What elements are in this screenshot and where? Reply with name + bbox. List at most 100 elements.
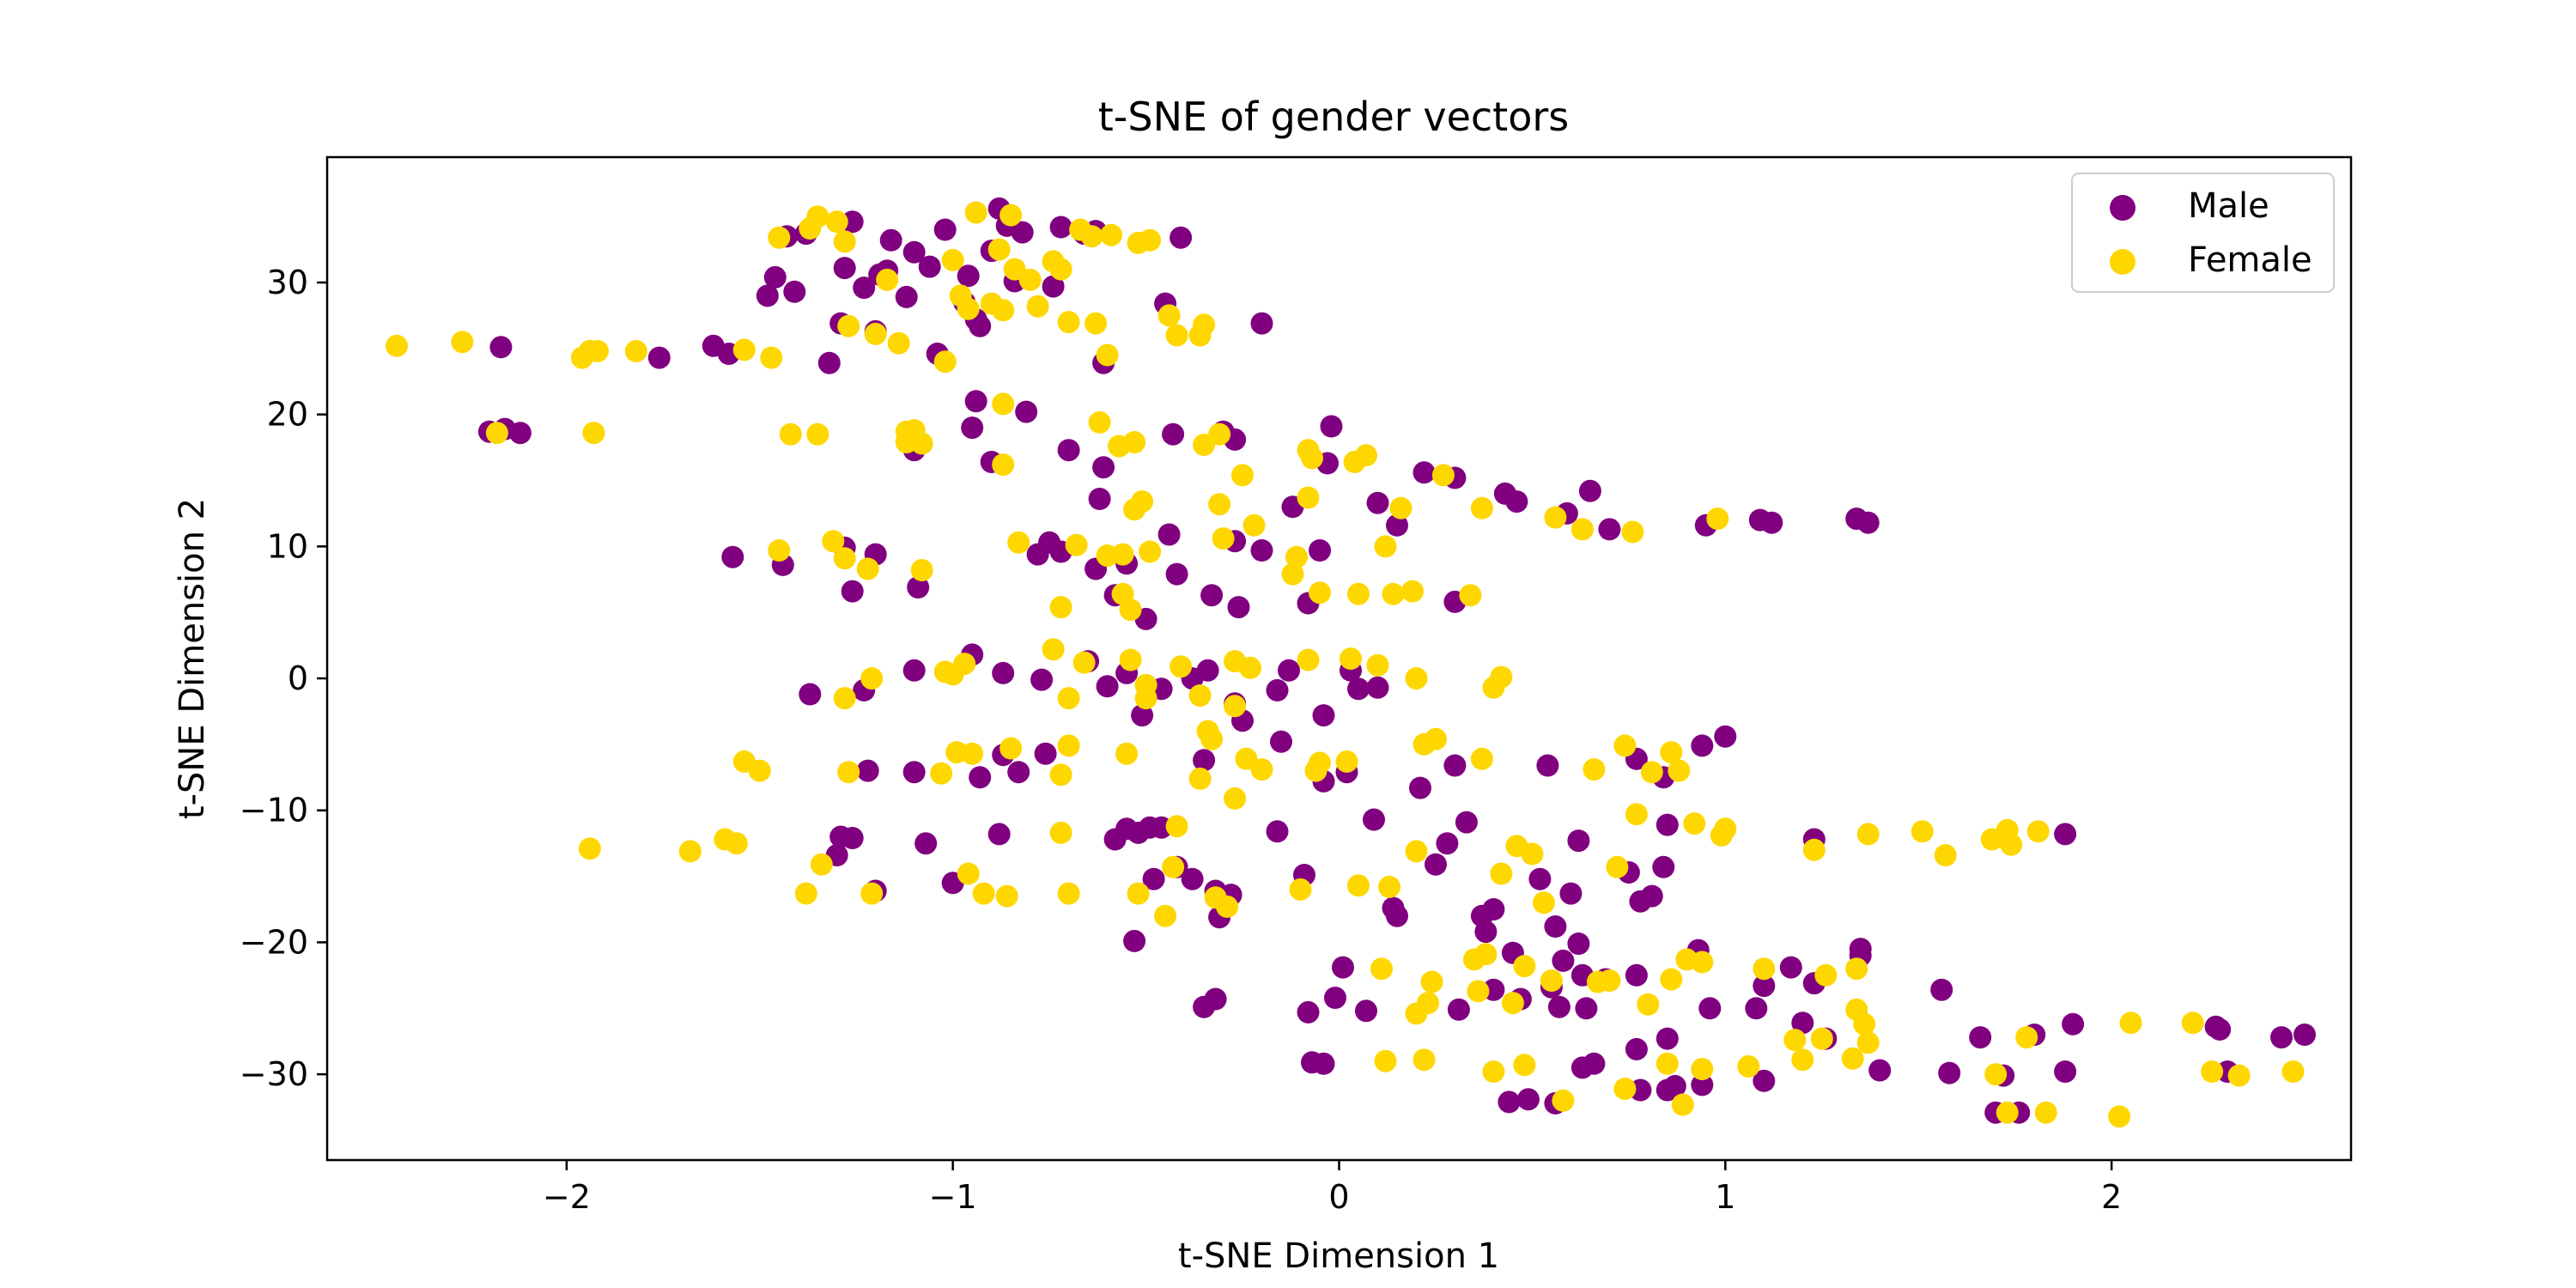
data-point [1065, 533, 1088, 556]
data-point [1425, 853, 1447, 876]
data-point [1309, 581, 1331, 605]
data-point [1409, 776, 1431, 799]
data-point [386, 334, 408, 357]
data-point [999, 737, 1023, 760]
data-point [1154, 904, 1177, 927]
data-point [451, 331, 474, 354]
data-point [1431, 464, 1455, 487]
chart-title: t-SNE of gender vectors [1098, 94, 1569, 140]
data-point [837, 314, 860, 337]
data-point [2054, 1060, 2077, 1083]
data-point [1366, 491, 1389, 514]
data-point [1309, 751, 1331, 775]
data-point [995, 884, 1018, 908]
data-point [1131, 490, 1154, 513]
legend-label-male: Male [2188, 186, 2269, 226]
data-point [1714, 817, 1737, 841]
data-point [1413, 461, 1436, 484]
data-point [1309, 539, 1331, 562]
data-point [732, 338, 756, 361]
data-point [1038, 531, 1061, 554]
data-point [1996, 1101, 2019, 1124]
data-point [1567, 933, 1590, 955]
data-point [1598, 518, 1621, 541]
data-point [864, 322, 887, 345]
data-point [1621, 520, 1644, 544]
data-point [833, 230, 856, 253]
data-point [508, 422, 532, 445]
data-point [833, 547, 856, 570]
data-point [957, 297, 980, 320]
data-point [1420, 970, 1443, 993]
data-point [1698, 997, 1722, 1020]
data-point [1208, 493, 1231, 516]
data-point [1057, 734, 1080, 757]
y-tick-label: 20 [267, 396, 308, 434]
data-point [806, 205, 829, 228]
data-point [768, 539, 791, 562]
data-point [1170, 655, 1193, 678]
data-point [817, 351, 841, 374]
data-point [1042, 275, 1065, 298]
data-point [1559, 882, 1583, 905]
series-female [386, 201, 2305, 1128]
data-point [1239, 656, 1261, 679]
data-point [1278, 659, 1300, 682]
data-point [1691, 734, 1714, 757]
data-point [1544, 915, 1567, 938]
data-point [1459, 584, 1482, 607]
data-point [1250, 758, 1273, 781]
data-point [1516, 1088, 1540, 1111]
data-point [1231, 464, 1254, 487]
data-point [1165, 815, 1188, 838]
data-point [1447, 998, 1470, 1021]
data-point [1139, 540, 1162, 563]
data-point [1162, 422, 1185, 446]
data-point [578, 837, 601, 860]
data-point [485, 422, 508, 445]
data-point [941, 248, 964, 271]
data-point [1849, 938, 1872, 961]
data-point [1540, 969, 1563, 992]
data-point [1057, 311, 1080, 334]
data-point [1026, 295, 1049, 318]
data-point [1791, 1048, 1814, 1072]
data-point [1366, 676, 1389, 699]
data-point [1578, 479, 1601, 502]
legend-marker-male [2110, 195, 2136, 221]
data-point [1934, 844, 1957, 866]
data-point [1845, 957, 1868, 981]
data-point [1521, 842, 1544, 866]
data-point [1856, 1031, 1880, 1054]
data-point [799, 683, 822, 706]
data-point [957, 862, 980, 885]
x-tick-label: −1 [929, 1178, 977, 1216]
data-point [1030, 668, 1054, 691]
data-point [1188, 767, 1212, 790]
data-point [1783, 1029, 1807, 1052]
data-point [2181, 1012, 2204, 1035]
data-point [810, 853, 833, 876]
data-point [918, 255, 941, 278]
data-point [856, 557, 879, 580]
data-point [879, 228, 902, 252]
data-point [1536, 754, 1559, 777]
data-point [1007, 531, 1030, 554]
data-point [1930, 978, 1953, 1001]
data-point [1034, 742, 1057, 765]
data-point [1443, 754, 1467, 777]
data-point [1663, 1074, 1686, 1097]
data-point [1366, 653, 1389, 677]
data-point [1100, 223, 1123, 246]
data-point [1196, 659, 1219, 682]
data-point [1096, 343, 1119, 367]
x-axis-label: t-SNE Dimension 1 [1178, 1236, 1499, 1276]
data-point [1656, 1027, 1679, 1050]
data-point [1753, 1069, 1776, 1092]
data-point [806, 422, 829, 446]
data-point [841, 827, 864, 849]
data-point [933, 218, 957, 241]
data-point [953, 653, 976, 676]
data-point [1157, 304, 1181, 327]
